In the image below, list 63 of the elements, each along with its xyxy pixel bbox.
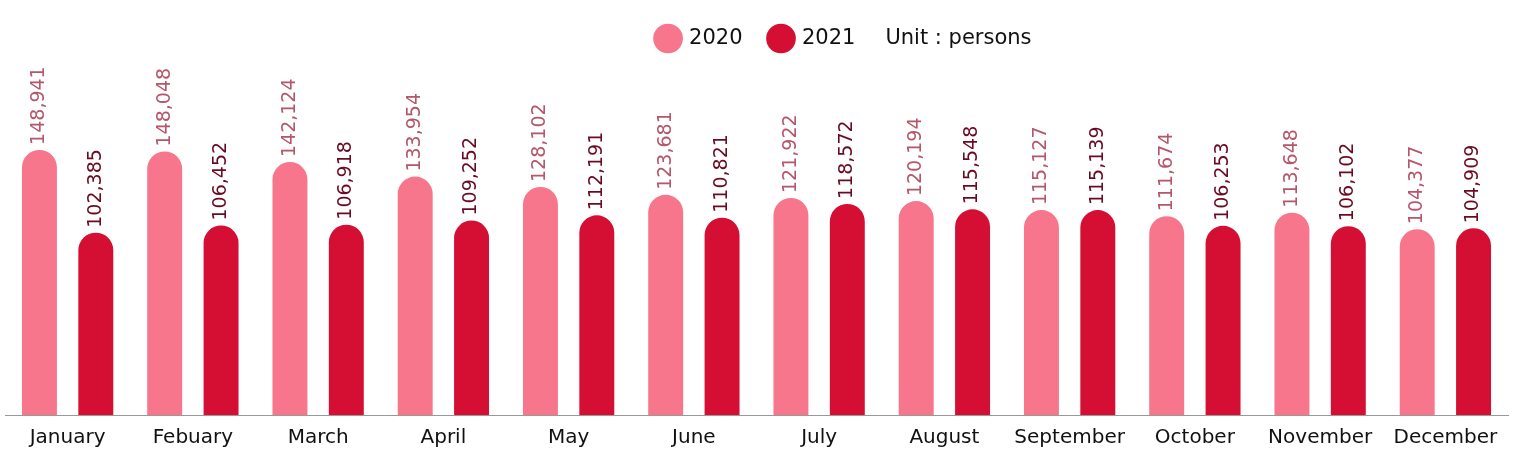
bar — [1149, 216, 1185, 415]
data-label: 121,922 — [777, 114, 800, 193]
bar — [648, 194, 684, 415]
legend-label: 2021 — [802, 24, 856, 49]
bar — [21, 149, 57, 415]
data-label: 142,124 — [276, 78, 299, 158]
x-tick-label: June — [670, 424, 716, 449]
data-label: 115,127 — [1028, 126, 1051, 206]
legend-label: 2020 — [689, 24, 743, 49]
data-label: 118,572 — [834, 120, 857, 199]
text: Unit : persons — [885, 24, 1032, 49]
data-label: 120,194 — [903, 117, 926, 197]
bar — [1205, 225, 1241, 415]
data-label: 106,253 — [1209, 142, 1232, 221]
bar — [898, 201, 934, 415]
data-label: 115,139 — [1084, 126, 1107, 206]
data-label: 133,954 — [402, 92, 425, 172]
data-label: 148,048 — [151, 67, 174, 147]
bar — [1456, 228, 1492, 415]
bar — [397, 176, 433, 415]
data-label: 102,385 — [82, 149, 105, 228]
data-label: 112,191 — [583, 131, 606, 211]
data-label: 106,918 — [333, 141, 356, 220]
x-tick-label: September — [1014, 424, 1126, 449]
data-label: 106,102 — [1335, 142, 1358, 222]
bar — [203, 225, 239, 415]
data-label: 115,548 — [959, 125, 982, 205]
x-tick-label: May — [547, 424, 590, 449]
bar — [773, 197, 809, 415]
bar — [1080, 210, 1116, 415]
data-label: 109,252 — [458, 136, 481, 216]
bar — [1399, 229, 1435, 415]
x-tick-label: December — [1393, 424, 1498, 449]
x-tick-label: August — [909, 424, 980, 449]
bar — [1023, 210, 1059, 415]
bar — [955, 209, 991, 415]
data-label: 128,102 — [527, 103, 550, 182]
data-label: 111,674 — [1153, 132, 1176, 212]
data-label: 110,821 — [708, 134, 731, 213]
x-tick-label: July — [799, 424, 838, 449]
bar — [522, 186, 558, 415]
bar — [704, 217, 740, 415]
bar — [328, 224, 364, 415]
bar — [579, 215, 615, 415]
bar — [78, 232, 114, 415]
x-tick-label: April — [420, 424, 467, 449]
data-label: 113,648 — [1278, 129, 1301, 208]
bar — [454, 220, 490, 415]
data-label: 104,909 — [1460, 144, 1483, 224]
data-label: 123,681 — [652, 111, 675, 190]
x-tick-label: October — [1154, 424, 1236, 449]
bar — [1330, 226, 1366, 415]
bar — [272, 162, 308, 415]
data-label: 148,941 — [26, 66, 49, 145]
x-tick-label: Febuary — [152, 424, 234, 449]
data-label: 104,377 — [1404, 145, 1427, 225]
bar — [1274, 212, 1310, 415]
bar — [829, 203, 865, 415]
x-tick-label: January — [27, 424, 106, 449]
x-tick-label: November — [1268, 424, 1373, 449]
data-label: 106,452 — [207, 141, 230, 221]
x-tick-label: March — [287, 424, 349, 449]
bar — [147, 151, 183, 415]
